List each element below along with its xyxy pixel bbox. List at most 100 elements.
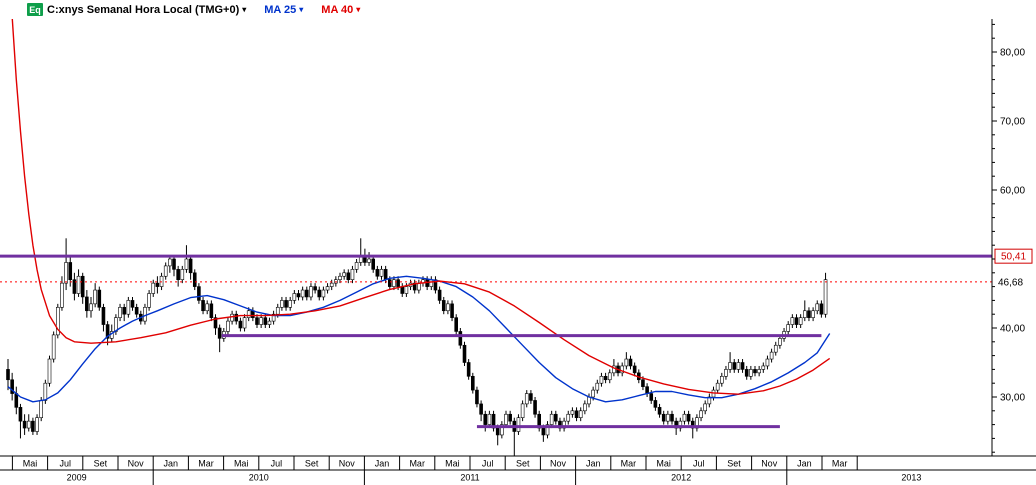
- candle-body: [549, 413, 554, 425]
- candle-body: [118, 306, 122, 318]
- candle-body: [811, 310, 815, 318]
- candle-body: [242, 317, 247, 329]
- candle-body: [802, 310, 807, 318]
- candle-body: [192, 272, 197, 287]
- month-label: Set: [516, 459, 530, 469]
- candle-body: [400, 286, 405, 294]
- candle-body: [168, 258, 172, 267]
- candle-body: [271, 313, 276, 322]
- candle-body: [379, 269, 384, 277]
- candle-body: [516, 417, 521, 432]
- candle-body: [292, 293, 297, 301]
- candle-body: [773, 344, 778, 353]
- candle-body: [595, 382, 600, 391]
- candle-body: [72, 279, 77, 294]
- candle-body: [197, 286, 201, 301]
- candle-body: [823, 279, 828, 315]
- candle-body: [732, 362, 737, 370]
- candle-body: [578, 410, 583, 418]
- candle-body: [757, 369, 761, 374]
- candle-body: [14, 393, 19, 408]
- candle-body: [10, 379, 14, 394]
- candle-body: [205, 303, 209, 312]
- candle-body: [500, 424, 504, 436]
- last-price-box: [994, 248, 1033, 264]
- month-label: Mar: [832, 459, 848, 469]
- candle-body: [819, 303, 824, 315]
- candle-body: [18, 407, 23, 422]
- candle-body: [35, 417, 39, 432]
- candle-body: [6, 369, 10, 381]
- candle-body: [209, 303, 214, 318]
- chevron-down-icon: ▾: [242, 4, 247, 14]
- ma25-line: [7, 275, 831, 403]
- candle-body: [470, 375, 475, 391]
- candle-body: [761, 365, 766, 370]
- candle-body: [450, 303, 454, 318]
- year-label: 2011: [460, 473, 479, 483]
- candle-body: [553, 413, 558, 422]
- candle-body: [64, 262, 68, 284]
- candle-body: [686, 413, 691, 422]
- candle-body: [275, 306, 280, 315]
- month-label: Set: [305, 459, 319, 469]
- candle-body: [736, 362, 741, 370]
- candle-body: [769, 351, 774, 360]
- month-label: Nov: [339, 459, 356, 469]
- month-label: Mar: [409, 459, 425, 469]
- candle-body: [570, 410, 575, 415]
- month-label: Jan: [586, 459, 601, 469]
- year-label: 2012: [671, 473, 691, 483]
- candle-body: [147, 293, 151, 308]
- candle-body: [574, 410, 579, 418]
- candle-body: [201, 300, 205, 312]
- candle-body: [126, 300, 131, 315]
- candle-body: [188, 258, 193, 274]
- candle-body: [620, 365, 625, 374]
- month-label: Mai: [445, 459, 460, 469]
- candle-body: [454, 317, 459, 332]
- candle-body: [529, 393, 533, 401]
- candle-body: [587, 396, 591, 405]
- candle-body: [101, 306, 106, 325]
- symbol-selector[interactable]: C:xnys Semanal Hora Local (TMG+0) ▾: [47, 4, 246, 16]
- candle-body: [176, 269, 180, 281]
- candlestick-chart[interactable]: 50,41 46,68 80,00 70,00 60,00 40,00 30,00 Mai Ju…: [0, 19, 1036, 485]
- ma40-control[interactable]: MA 40 ▾: [321, 4, 360, 16]
- candle-body: [47, 358, 52, 384]
- candle-body: [533, 400, 537, 415]
- month-label: Mai: [656, 459, 671, 469]
- candle-body: [404, 286, 409, 294]
- month-label: Jan: [797, 459, 812, 469]
- candles-layer: [6, 238, 828, 456]
- candle-body: [487, 413, 492, 425]
- level-price-label: 46,68: [998, 277, 1023, 288]
- candle-body: [26, 420, 31, 429]
- month-label: Set: [94, 459, 108, 469]
- candle-body: [284, 300, 288, 308]
- candle-body: [545, 424, 550, 436]
- candle-body: [85, 296, 89, 312]
- candle-body: [628, 358, 633, 367]
- candle-body: [151, 282, 156, 294]
- month-label: Jul: [59, 459, 71, 469]
- candle-body: [466, 362, 471, 377]
- symbol-title: C:xnys Semanal Hora Local (TMG+0): [47, 3, 240, 16]
- month-label: Mar: [621, 459, 637, 469]
- ma25-control[interactable]: MA 25 ▾: [264, 4, 303, 16]
- candle-body: [39, 400, 44, 419]
- month-label: Jul: [693, 459, 705, 469]
- candle-body: [296, 293, 301, 298]
- candle-body: [807, 310, 811, 318]
- candle-body: [719, 375, 724, 384]
- candle-body: [143, 306, 147, 322]
- candle-body: [607, 372, 612, 381]
- candle-body: [645, 386, 649, 394]
- candle-body: [429, 279, 434, 287]
- candle-body: [317, 289, 322, 298]
- candle-body: [479, 403, 483, 415]
- candle-body: [346, 272, 351, 281]
- candle-body: [740, 362, 745, 370]
- candle-body: [641, 379, 645, 387]
- candle-body: [354, 262, 359, 270]
